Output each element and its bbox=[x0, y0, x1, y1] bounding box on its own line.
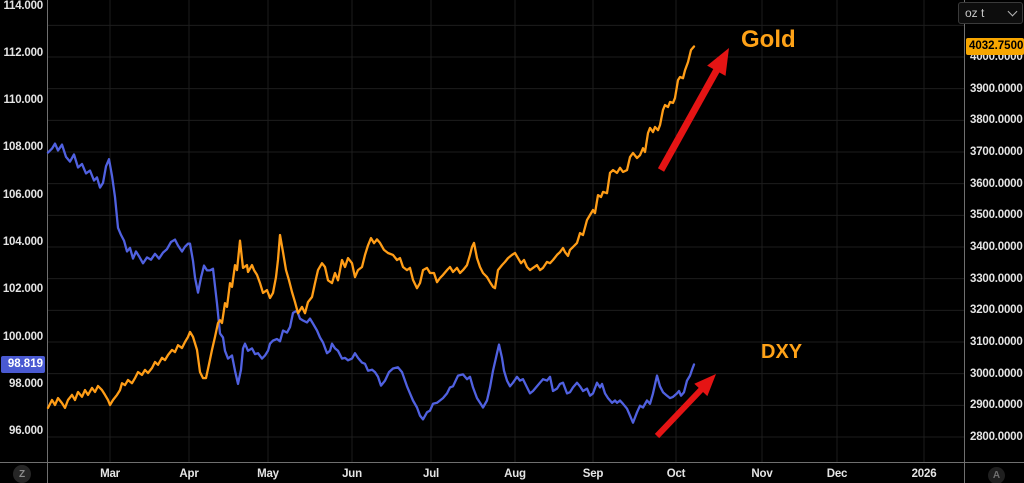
right-axis-tick: 3000.0000 bbox=[970, 367, 1023, 380]
right-axis-tick: 3300.0000 bbox=[970, 272, 1023, 285]
gold-trend-arrow[interactable] bbox=[657, 48, 729, 172]
left-axis-tick: 96.000 bbox=[9, 425, 43, 438]
left-axis-tick: 100.000 bbox=[2, 330, 43, 343]
gold-last-price-badge: 4032.7500 bbox=[966, 38, 1024, 56]
zoom-button[interactable]: Z bbox=[13, 465, 31, 483]
right-axis-tick: 2800.0000 bbox=[970, 431, 1023, 443]
gridlines bbox=[48, 0, 965, 463]
unit-selector-label: oz t bbox=[965, 6, 985, 20]
dxy-last-price-badge: 98.819 bbox=[1, 356, 45, 374]
x-axis-tick: Dec bbox=[826, 468, 848, 480]
right-axis-tick: 2900.0000 bbox=[970, 399, 1023, 412]
x-axis-tick: Oct bbox=[666, 468, 686, 480]
x-axis-tick: Mar bbox=[100, 468, 120, 480]
right-axis-tick: 3800.0000 bbox=[970, 114, 1023, 127]
right-axis-tick: 3200.0000 bbox=[970, 304, 1023, 317]
x-axis-tick: Aug bbox=[504, 468, 526, 480]
annotate-button[interactable]: A bbox=[988, 467, 1005, 483]
left-axis-tick: 102.000 bbox=[2, 283, 43, 296]
left-axis-tick: 114.000 bbox=[3, 0, 43, 12]
x-axis-tick: Nov bbox=[751, 468, 773, 480]
left-axis-tick: 108.000 bbox=[2, 141, 43, 154]
gold-annotation-label[interactable]: Gold bbox=[741, 26, 796, 53]
left-axis-tick: 98.000 bbox=[9, 377, 43, 390]
left-axis-tick: 112.000 bbox=[3, 46, 43, 59]
x-axis-tick: Sep bbox=[582, 468, 604, 480]
x-axis-tick: May bbox=[257, 468, 279, 480]
left-axis-tick: 110.000 bbox=[3, 94, 43, 107]
x-axis-tick: Apr bbox=[179, 468, 199, 480]
right-axis-tick: 3700.0000 bbox=[970, 146, 1023, 158]
right-axis-tick: 3400.0000 bbox=[970, 241, 1023, 253]
right-axis-tick: 3100.0000 bbox=[970, 336, 1023, 348]
dxy-series-line[interactable] bbox=[46, 142, 696, 424]
left-axis-tick: 104.000 bbox=[2, 236, 43, 248]
right-axis-tick: 3600.0000 bbox=[970, 177, 1023, 190]
dxy-annotation-label[interactable]: DXY bbox=[761, 341, 803, 363]
dxy-trend-arrow[interactable] bbox=[654, 374, 716, 439]
right-axis-tick: 3500.0000 bbox=[970, 209, 1023, 222]
chevron-down-icon bbox=[1007, 6, 1018, 17]
unit-selector-dropdown[interactable]: oz t bbox=[958, 2, 1023, 24]
gold-series-line[interactable] bbox=[46, 45, 696, 410]
x-axis-tick: 2026 bbox=[911, 468, 937, 480]
right-axis-tick: 3900.0000 bbox=[970, 82, 1023, 95]
left-axis-tick: 106.000 bbox=[2, 188, 43, 201]
x-axis-tick: Jun bbox=[342, 468, 362, 480]
x-axis-tick: Jul bbox=[422, 468, 440, 480]
